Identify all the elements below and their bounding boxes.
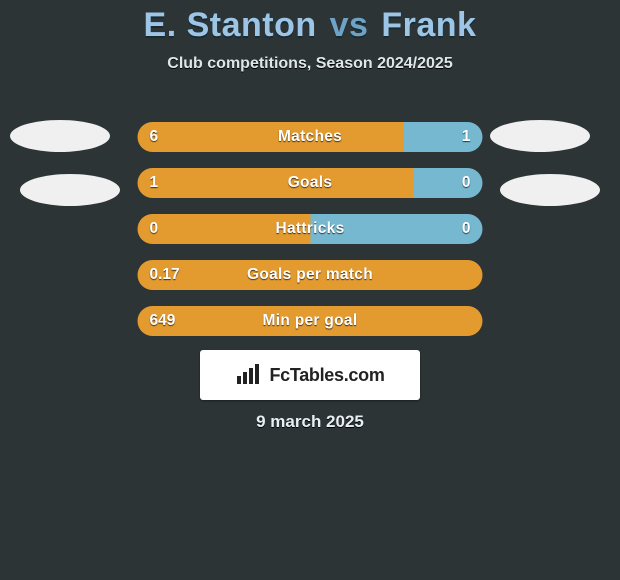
- stat-row: 00Hattricks: [138, 214, 483, 244]
- stat-seg-a: [138, 214, 311, 244]
- stat-row: 0.17Goals per match: [138, 260, 483, 290]
- stat-seg-b: [403, 122, 482, 152]
- comparison-infographic: E. Stanton vs Frank Club competitions, S…: [0, 0, 620, 580]
- player-badge: [500, 174, 600, 206]
- stat-seg-b: [310, 214, 483, 244]
- bars-icon: [235, 364, 263, 386]
- stat-row: 10Goals: [138, 168, 483, 198]
- stat-seg-a: [138, 306, 483, 336]
- subtitle: Club competitions, Season 2024/2025: [0, 55, 620, 73]
- player-badge: [10, 120, 110, 152]
- player-a-name: E. Stanton: [144, 6, 317, 44]
- player-badge: [490, 120, 590, 152]
- stat-seg-b: [414, 168, 483, 198]
- stat-seg-a: [138, 260, 483, 290]
- stat-seg-a: [138, 168, 414, 198]
- stat-seg-a: [138, 122, 404, 152]
- source-name: FcTables.com: [269, 365, 384, 386]
- source-logo: FcTables.com: [200, 350, 420, 400]
- player-badge: [20, 174, 120, 206]
- date-label: 9 march 2025: [0, 412, 620, 432]
- stat-row: 61Matches: [138, 122, 483, 152]
- vs-label: vs: [330, 6, 369, 44]
- player-b-name: Frank: [381, 6, 476, 44]
- title-row: E. Stanton vs Frank: [0, 0, 620, 45]
- stat-bars: 61Matches 10Goals 00Hattricks 0.17Goals per…: [138, 122, 483, 352]
- stat-row: 649Min per goal: [138, 306, 483, 336]
